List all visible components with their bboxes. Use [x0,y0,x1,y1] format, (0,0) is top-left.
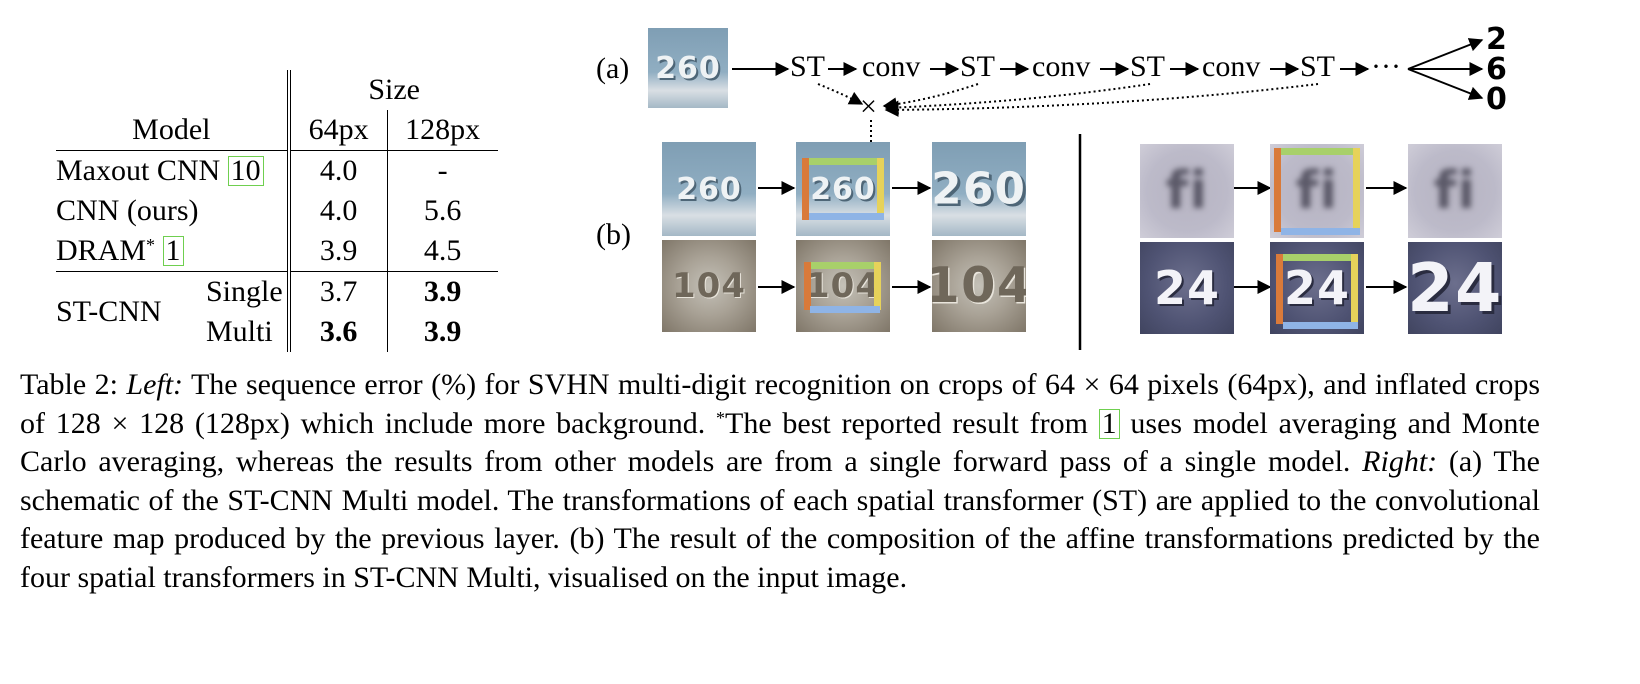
table-row: ST-CNN Single 3.7 3.9 [56,271,498,352]
size-header: Size [286,70,498,110]
table-row: Multi 3.6 3.9 [56,312,498,352]
caption-part: uses model averaging and Monte Carlo ave… [20,406,1540,479]
transform-overlay-image: 104 [796,240,890,332]
image-digits: fi [1295,161,1339,221]
col-128-header: 128px [386,110,498,151]
composition-arrow [884,83,1151,115]
image-digits: 24 [1408,248,1502,328]
composition-arrow [882,83,979,112]
figure: (a) (b) 260 [596,22,1507,350]
caption-left-label: Left: [126,368,184,401]
image-digits: 260 [655,50,721,86]
results-table: Size Model 64px 128px Maxout CNN 10 4.0 … [56,70,498,352]
transformed-image: 24 [1408,242,1502,334]
conv-block: conv [1202,50,1261,83]
table-header-row-1: Size [56,70,498,110]
input-image: 104 [662,240,756,332]
transformed-image: 260 [932,142,1026,236]
image-digits: 104 [932,257,1026,315]
caption-part: The best reported result from [725,406,1099,440]
image-digits: 260 [810,171,876,207]
input-image: 260 [648,28,728,108]
st-block: ST [1130,50,1166,83]
input-image: 24 [1140,242,1234,334]
value-64: 4.0 [286,150,388,191]
caption: Table 2: Left: The sequence error (%) fo… [20,366,1540,597]
model-name: Maxout CNN [56,154,228,187]
conv-block: conv [862,50,921,83]
value-64: 3.7 [286,271,388,312]
image-digits: fi [1165,161,1209,221]
value-128: 3.9 [386,271,498,312]
transform-overlay-image: fi [1270,144,1364,238]
model-header: Model [56,110,289,151]
table-row: CNN (ours) 4.0 5.6 [56,191,498,231]
caption-text: Table 2: Left: The sequence error (%) fo… [20,366,1540,597]
transform-overlay-image: 260 [796,142,890,236]
input-image: 260 [662,142,756,236]
transform-overlay-image: 24 [1270,242,1364,334]
footnote-star: * [716,407,726,428]
table-header-row-2: Model 64px 128px [56,110,498,151]
value-128: 3.9 [386,312,498,352]
table-row: DRAM* 1 3.9 4.5 [56,231,498,272]
output-digit: 2 [1486,22,1507,57]
ellipsis: ··· [1371,50,1401,83]
variant-name: Multi [206,315,273,348]
model-name: ST-CNN [56,271,206,352]
value-128: - [386,150,498,191]
variant-name: Single [206,271,289,312]
schematic-arrows [732,38,1484,350]
citation-link[interactable]: 10 [227,156,264,186]
label-a: (a) [596,52,630,85]
input-image: fi [1140,144,1234,238]
value-128: 4.5 [386,231,498,272]
st-block: ST [960,50,996,83]
conv-block: conv [1032,50,1091,83]
composition-arrow [817,83,864,105]
caption-right-label: Right: [1362,445,1438,478]
transformed-image: 104 [932,240,1026,332]
footnote-star: * [146,235,156,255]
value-128: 5.6 [386,191,498,231]
st-block: ST [1300,50,1336,83]
cross-symbol: × [860,90,877,123]
label-b: (b) [596,218,631,251]
image-digits: 24 [1153,261,1220,315]
citation-link[interactable]: 1 [162,236,184,266]
image-digits: 260 [932,163,1026,215]
st-block: ST [790,50,826,83]
col-64-header: 64px [286,110,388,151]
image-digits: 104 [806,266,880,306]
table-row: Maxout CNN 10 4.0 - [56,150,498,191]
composition-arrow [884,83,1319,117]
caption-part: The sequence error (%) for SVHN multi-di… [20,368,1540,440]
citation-link[interactable]: 1 [1098,408,1120,439]
image-digits: 24 [1283,261,1350,315]
output-arrow [1407,38,1484,70]
model-name: CNN (ours) [56,194,199,227]
value-64: 3.9 [286,231,388,272]
image-digits: 104 [672,266,746,306]
transformed-image: fi [1408,144,1502,238]
image-digits: 260 [676,171,742,207]
output-digit: 6 [1486,52,1507,87]
value-64: 4.0 [286,191,388,231]
value-64: 3.6 [286,312,388,352]
image-digits: fi [1433,161,1477,221]
model-name: DRAM [56,234,147,267]
caption-prefix: Table 2: [20,368,127,401]
output-digit: 0 [1486,82,1507,117]
caption-part: (a) The schematic of the ST-CNN Multi mo… [20,445,1540,594]
output-arrow [1407,68,1484,100]
